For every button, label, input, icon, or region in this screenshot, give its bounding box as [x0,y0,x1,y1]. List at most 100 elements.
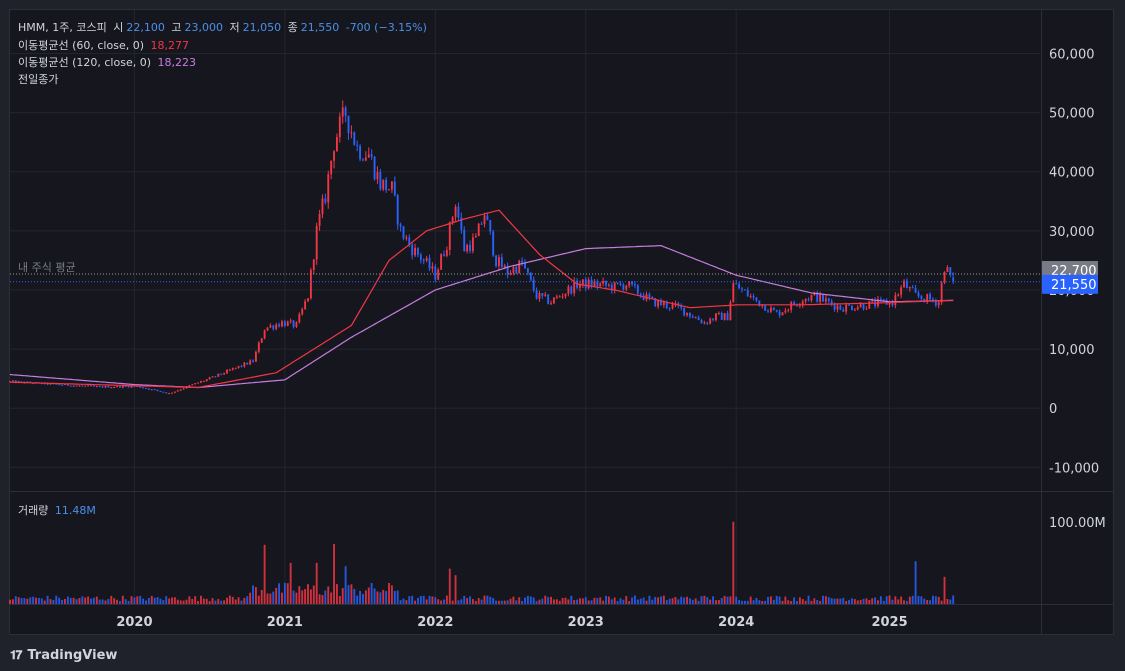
candle-body [393,181,396,196]
volume-bar [327,586,330,604]
candle-body [110,387,113,389]
volume-bar [830,598,833,604]
volume-value: 11.48M [54,504,96,517]
candle-body [104,386,107,388]
volume-bar [153,597,156,604]
volume-bar [14,596,17,604]
volume-bar [535,601,538,604]
price-tick-label: 60,000 [1049,47,1095,62]
candle-body [738,284,741,289]
candle-body [552,297,555,304]
volume-bar [526,595,529,604]
volume-bar [133,597,136,604]
candle-body [405,237,408,239]
candle-body [388,189,390,191]
candle-body [833,304,836,310]
candle-body [469,244,471,252]
volume-bar [243,597,246,604]
candle-body [312,259,315,270]
volume-bar [798,597,801,604]
candle-body [668,307,671,309]
volume-bar [98,599,101,604]
candle-body [150,389,153,391]
volume-bar [914,561,917,604]
time-tick-label: 2024 [718,615,754,630]
open-value: 22,100 [126,21,165,34]
volume-bar [341,588,344,604]
ma120-legend[interactable]: 이동평균선 (120, close, 0) 18,223 [18,54,199,70]
volume-bar [888,595,891,604]
candle-body [581,279,584,285]
candle-body [309,269,312,299]
volume-bar [171,597,173,604]
high-value: 23,000 [184,21,223,34]
volume-bar [521,601,524,604]
volume-bar [877,600,879,604]
candle-body [521,260,524,263]
price-chart[interactable]: -10,000010,00020,00030,00040,00050,00060… [0,0,1125,640]
volume-bar [567,599,570,604]
avg-price-label: 내 주식 평균 [18,261,76,274]
volume-bar [260,589,263,604]
ma60-legend[interactable]: 이동평균선 (60, close, 0) 18,277 [18,37,192,53]
candle-body [113,387,116,389]
volume-bar [579,598,581,604]
volume-bar [509,598,512,604]
volume-bar [769,596,772,604]
candle-body [304,301,307,310]
volume-bar [281,592,283,604]
volume-bar [498,600,500,604]
volume-bar [11,599,14,604]
candle-body [81,385,84,387]
candle-body [72,385,75,387]
candle-body [335,137,338,152]
tradingview-footer[interactable]: 𝟏𝟕 TradingView [10,645,117,665]
volume-bar [46,595,49,604]
candle-body [98,386,101,388]
candle-body [390,181,393,190]
volume-legend[interactable]: 거래량 11.48M [18,502,99,518]
candle-body [596,281,599,287]
volume-bar [95,596,98,604]
candle-body [460,217,463,230]
volume-bar [130,596,133,604]
volume-bar [905,600,908,604]
candle-body [509,272,512,275]
candle-body [347,115,350,133]
candle-body [321,198,324,215]
candle-body [220,373,223,375]
volume-bar [145,600,147,604]
candle-body [532,279,535,291]
volume-bar [631,597,633,604]
candle-body [162,391,165,393]
volume-bar [249,592,252,604]
candle-body [593,281,596,287]
candle-body [214,376,217,378]
volume-bar [200,595,202,604]
candle-body [949,267,952,275]
volume-bar [859,599,862,604]
candle-body [240,365,243,367]
volume-bar [865,598,868,604]
volume-bar [136,596,139,604]
volume-bar [147,597,150,604]
low-value: 21,050 [242,21,282,34]
candle-body [839,305,842,310]
volume-bar [778,596,781,604]
candle-body [671,304,674,309]
volume-bar [417,597,419,604]
candle-body [518,260,521,273]
candle-body [408,237,411,245]
prev-close-legend[interactable]: 전일종가 [18,71,61,87]
candle-body [257,342,260,352]
volume-bar [457,600,460,604]
volume-bar [32,596,35,604]
candle-body [84,385,87,387]
volume-bar [593,597,596,604]
volume-bar [173,597,176,604]
candle-body [353,132,356,145]
candle-body [419,254,422,260]
candle-body [631,281,633,285]
volume-bar [231,596,234,604]
candle-body [758,300,761,307]
